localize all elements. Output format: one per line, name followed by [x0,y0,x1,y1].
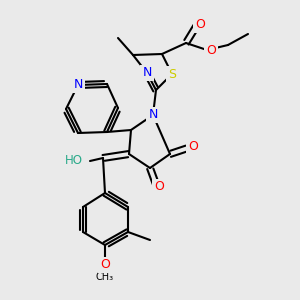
Text: O: O [100,259,110,272]
Text: S: S [168,68,176,80]
Text: HO: HO [65,154,83,167]
Text: O: O [154,181,164,194]
Text: N: N [73,79,83,92]
Text: O: O [206,44,216,56]
Text: O: O [188,140,198,152]
Text: N: N [142,67,152,80]
Text: CH₃: CH₃ [96,272,114,282]
Text: O: O [195,19,205,32]
Text: N: N [148,109,158,122]
